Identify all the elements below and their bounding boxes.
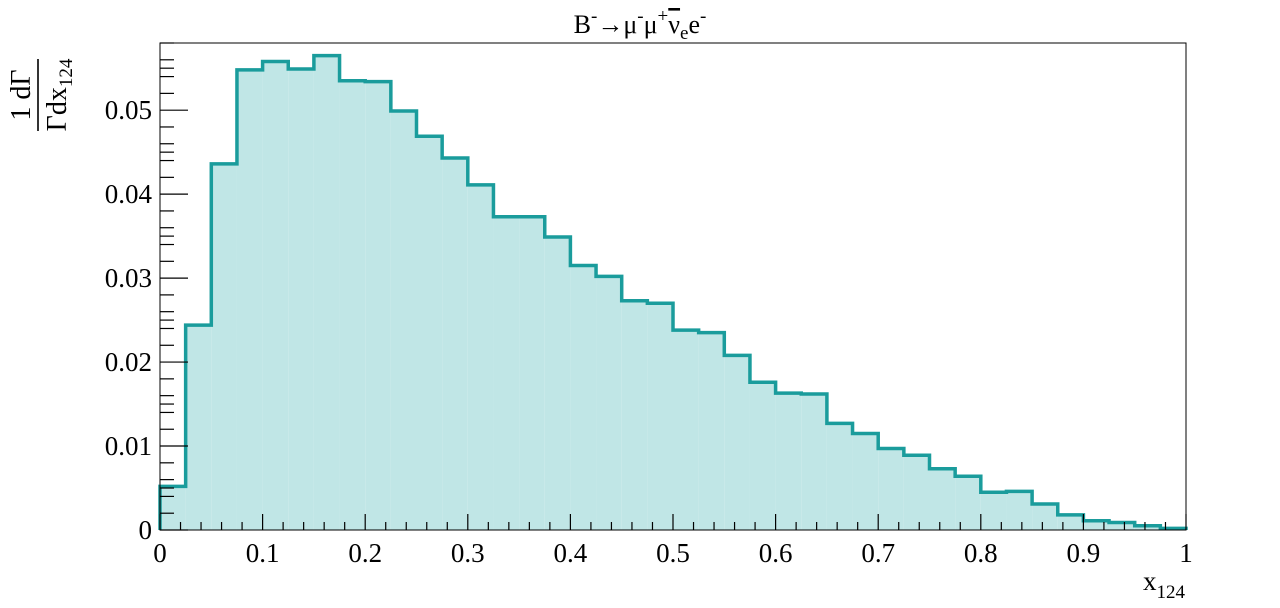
histogram-bin xyxy=(1083,520,1110,530)
histogram-outline xyxy=(158,53,1188,531)
histogram-bin xyxy=(1134,525,1161,530)
x-tick-label: 0.8 xyxy=(964,538,998,568)
y-tick-label: 0 xyxy=(139,515,153,545)
histogram-bin xyxy=(442,158,468,530)
x-tick-label: 0.4 xyxy=(554,538,588,568)
histogram-bin xyxy=(262,61,289,530)
histogram-bin xyxy=(1057,514,1084,530)
histogram-bin xyxy=(211,163,237,530)
histogram-bin xyxy=(160,486,186,530)
histogram-bin xyxy=(519,216,545,530)
histogram-bin xyxy=(673,330,699,530)
x-tick-label: 0.9 xyxy=(1067,538,1101,568)
histogram-bin xyxy=(749,382,776,530)
x-tick-label: 0 xyxy=(153,538,167,568)
histogram-bin xyxy=(621,300,648,530)
y-axis-label-denominator: Γdx124 xyxy=(42,58,77,131)
axes-layer: 0 0.1 0.2 0.3 0.4 0.5 0.6 0.7 0.8 0.9 1 0 0.01 0.02 0.… xyxy=(105,42,1193,568)
histogram-bin xyxy=(185,325,212,530)
histogram-bin xyxy=(1006,491,1033,530)
histogram-bin xyxy=(826,423,853,530)
x-tick-label: 0.5 xyxy=(656,538,690,568)
histogram-bin xyxy=(570,265,597,530)
histogram-bin xyxy=(852,433,879,530)
histogram-bin xyxy=(288,69,314,531)
x-axis-label: x124 xyxy=(1143,566,1186,603)
y-tick-label: 0.05 xyxy=(105,95,152,125)
histogram-bin xyxy=(390,111,417,530)
y-tick-label: 0.02 xyxy=(105,347,152,377)
histogram-bin xyxy=(1032,503,1058,530)
x-tick-label: 0.6 xyxy=(759,538,793,568)
y-tick-label: 0.03 xyxy=(105,263,152,293)
chart-title: B-→μ-μ+νee- xyxy=(574,6,707,44)
y-tick-label: 0.01 xyxy=(105,431,152,461)
x-tick-label: 0.2 xyxy=(348,538,382,568)
x-tick-label: 0.1 xyxy=(246,538,280,568)
histogram-bin xyxy=(775,393,802,530)
histogram-bin xyxy=(801,393,827,530)
histogram-bin xyxy=(313,55,340,531)
histogram-bin xyxy=(467,184,494,530)
histogram-bin xyxy=(903,455,930,530)
histogram-bin xyxy=(955,476,981,530)
histogram-bin xyxy=(493,216,520,530)
y-axis-label: 1 dΓ Γdx124 xyxy=(6,58,77,131)
histogram-bin xyxy=(416,136,443,530)
y-tick-label: 0.04 xyxy=(105,179,153,209)
histogram-bin xyxy=(698,332,725,530)
histogram-bin xyxy=(339,80,366,530)
y-axis-label-numerator: 1 dΓ xyxy=(6,69,37,120)
x-tick-label: 0.3 xyxy=(451,538,485,568)
histogram-bin xyxy=(929,468,956,530)
histogram-bin xyxy=(647,303,673,530)
histogram-bin xyxy=(1109,522,1135,530)
histogram-bin xyxy=(596,276,622,530)
histogram-bin xyxy=(724,355,750,530)
x-tick-label: 1 xyxy=(1179,538,1193,568)
x-tick-label: 0.7 xyxy=(861,538,895,568)
histogram-bin xyxy=(878,448,904,530)
histogram-bin xyxy=(365,81,391,530)
histogram-bin xyxy=(544,236,571,531)
histogram-layer xyxy=(158,53,1188,531)
histogram-bin xyxy=(236,69,263,531)
histogram-bin xyxy=(980,492,1007,530)
